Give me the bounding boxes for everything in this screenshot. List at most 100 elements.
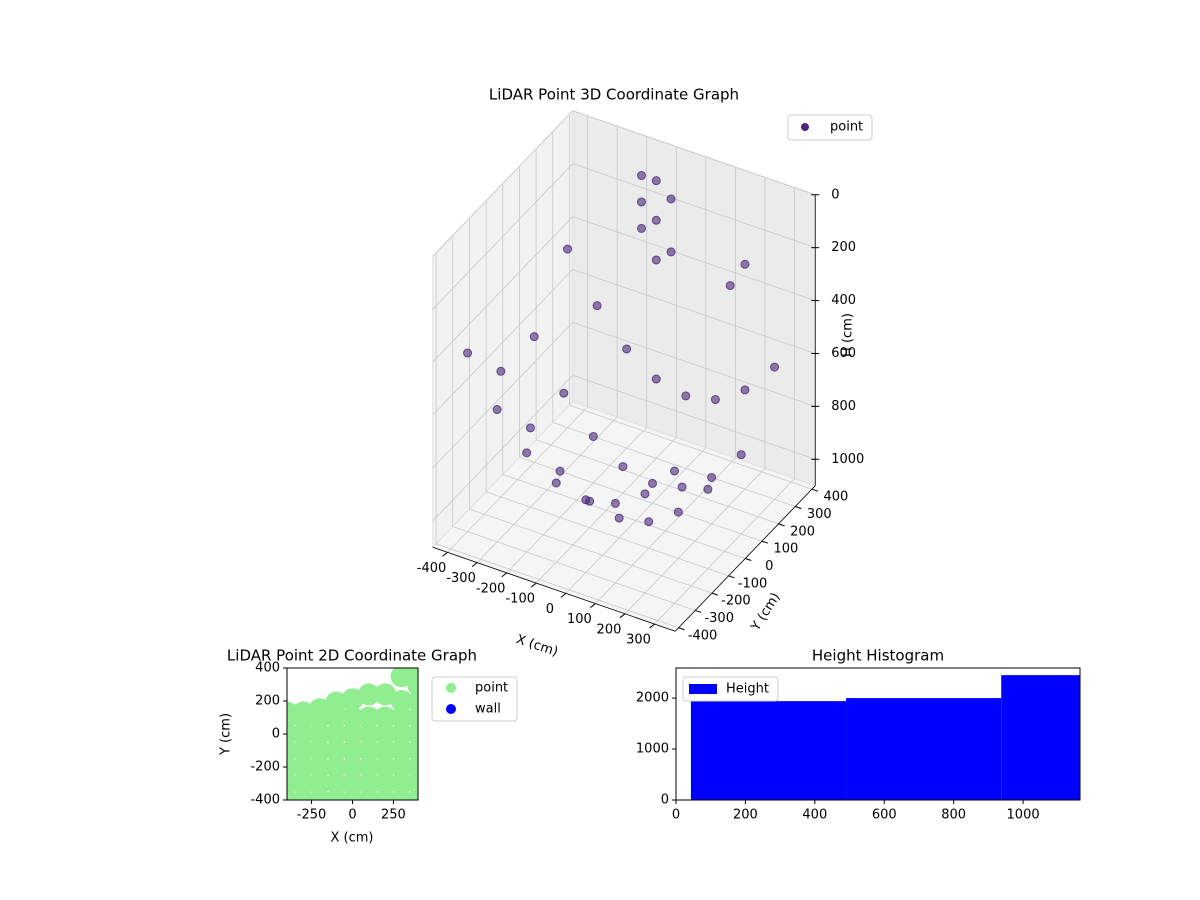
- grid-line: [572, 269, 816, 354]
- point: [618, 462, 628, 472]
- x-tick-label: -400: [417, 561, 447, 576]
- point: [614, 513, 624, 523]
- tick-mark: [619, 613, 626, 619]
- point: [308, 739, 331, 762]
- point: [407, 706, 418, 729]
- bar: [846, 698, 1002, 800]
- x-tick-label: 600: [872, 808, 897, 823]
- x-tick-label: -250: [297, 808, 327, 823]
- grid-line: [572, 163, 816, 249]
- grid-line: [435, 543, 679, 629]
- axis-line: [432, 546, 676, 632]
- legend-box: [682, 676, 779, 702]
- point: [357, 723, 380, 745]
- z-axis-label: H (cm): [841, 313, 856, 357]
- axis-line: [674, 485, 816, 632]
- grid-line: [432, 163, 574, 310]
- point: [681, 391, 691, 401]
- point: [374, 723, 397, 745]
- point: [644, 517, 654, 527]
- point: [666, 247, 676, 257]
- point: [308, 772, 331, 795]
- z-tick-label: 400: [831, 293, 856, 308]
- point: [308, 723, 331, 745]
- point: [357, 756, 380, 778]
- grid-line: [469, 508, 713, 594]
- point: [725, 281, 735, 291]
- point: [357, 683, 380, 706]
- x-tick-label: 300: [626, 633, 651, 648]
- tick-mark: [811, 488, 819, 492]
- y-tick-label: -400: [688, 628, 718, 643]
- point: [407, 739, 418, 762]
- point: [341, 706, 364, 729]
- grid-line: [572, 374, 816, 460]
- x-tick-label: 0: [348, 808, 356, 823]
- point: [492, 405, 502, 415]
- point: [736, 450, 746, 460]
- tick-mark: [795, 506, 802, 510]
- x-tick-label: 200: [597, 622, 622, 637]
- z-tick-label: 200: [831, 240, 856, 255]
- point: [390, 668, 413, 688]
- tick-mark: [778, 523, 785, 527]
- point: [390, 706, 413, 729]
- point: [670, 466, 680, 476]
- y-tick-label: 100: [773, 542, 798, 557]
- point: [636, 171, 646, 181]
- tick-mark: [590, 603, 596, 608]
- x-tick-label: -200: [476, 581, 506, 596]
- point: [740, 385, 750, 395]
- x-tick-label: 200: [733, 808, 758, 823]
- point: [551, 478, 561, 488]
- y-axis-label: Y (cm): [748, 590, 784, 634]
- point: [529, 332, 539, 342]
- point: [341, 772, 364, 795]
- x-tick-label: 400: [802, 808, 827, 823]
- point: [651, 215, 661, 225]
- legend-marker: [446, 704, 456, 714]
- point: [673, 507, 683, 517]
- point: [292, 756, 315, 778]
- y-axis-label: Y (cm): [219, 713, 234, 756]
- tick-mark: [560, 592, 567, 598]
- point: [292, 723, 315, 745]
- x-tick-label: -300: [446, 571, 476, 586]
- point: [636, 223, 646, 233]
- point: [496, 366, 506, 376]
- chart-title: LiDAR Point 2D Coordinate Graph: [227, 647, 477, 665]
- grid-line: [502, 474, 746, 559]
- tick-mark: [649, 623, 655, 629]
- axes-frame: [675, 667, 1081, 801]
- tick-mark: [745, 558, 752, 561]
- y-tick-label: 2000: [636, 691, 669, 706]
- grid-line: [432, 216, 574, 363]
- x-tick-label: 0: [672, 808, 680, 823]
- grid-line: [432, 110, 574, 257]
- point: [390, 756, 413, 778]
- grid-line: [432, 269, 574, 416]
- y-tick-label: 0: [272, 727, 280, 742]
- z-tick-label: 1000: [831, 452, 864, 467]
- point: [651, 374, 661, 384]
- point: [390, 690, 413, 712]
- point: [610, 498, 620, 508]
- point: [390, 739, 413, 762]
- z-tick-label: 600: [831, 346, 856, 361]
- point: [407, 690, 418, 712]
- point: [407, 673, 418, 696]
- point: [357, 739, 380, 762]
- bar: [690, 701, 847, 800]
- point: [563, 244, 573, 254]
- point: [325, 772, 348, 795]
- point: [651, 176, 661, 186]
- z-tick-label: 800: [831, 399, 856, 414]
- y-tick-label: 200: [790, 524, 815, 539]
- point: [292, 739, 315, 762]
- legend-label: point: [475, 681, 508, 696]
- tick-mark: [530, 582, 537, 588]
- point: [308, 756, 331, 778]
- tick-mark: [501, 572, 507, 578]
- point: [390, 772, 413, 795]
